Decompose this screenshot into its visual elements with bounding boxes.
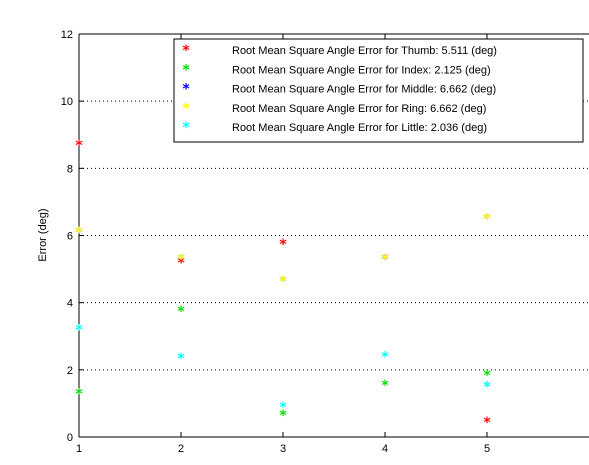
- x-ticks: 1 2 3 4 5: [76, 34, 490, 455]
- data-point: *: [381, 252, 389, 268]
- data-point: *: [483, 212, 491, 228]
- data-point: *: [75, 225, 83, 241]
- legend-marker: *: [182, 101, 190, 117]
- y-tick-label: 0: [67, 432, 73, 444]
- x-tick-label: 1: [76, 443, 82, 455]
- y-tick-label: 12: [61, 29, 73, 41]
- y-tick-label: 4: [67, 298, 73, 310]
- x-tick-label: 4: [382, 443, 388, 455]
- legend-marker: *: [182, 82, 190, 98]
- data-point: *: [177, 255, 185, 271]
- data-point: *: [381, 349, 389, 365]
- x-tick-label: 2: [178, 443, 184, 455]
- legend-box: [173, 38, 584, 143]
- data-point: *: [177, 252, 185, 268]
- data-point: *: [177, 304, 185, 320]
- data-point: *: [177, 252, 185, 268]
- data-point: *: [279, 274, 287, 290]
- data-point: *: [279, 400, 287, 416]
- data-point: *: [381, 252, 389, 268]
- data-point: *: [75, 386, 83, 402]
- data-point: *: [381, 252, 389, 268]
- data-point: *: [279, 274, 287, 290]
- x-tick-label: 3: [280, 443, 286, 455]
- legend-label: Root Mean Square Angle Error for Index: …: [232, 64, 491, 76]
- data-point: *: [483, 415, 491, 431]
- data-point: *: [483, 368, 491, 384]
- legend-marker: *: [182, 43, 190, 59]
- data-point: *: [381, 378, 389, 394]
- y-tick-label: 10: [61, 96, 73, 108]
- legend-label: Root Mean Square Angle Error for Thumb: …: [232, 45, 497, 57]
- y-tick-label: 2: [67, 365, 73, 377]
- y-ticks: 0 2 4 6 8 10 12: [61, 29, 84, 444]
- legend-label: Root Mean Square Angle Error for Ring: 6…: [232, 103, 486, 115]
- y-tick-label: 8: [67, 163, 73, 175]
- data-point: *: [75, 225, 83, 241]
- data-point: *: [75, 323, 83, 339]
- data-point: *: [177, 351, 185, 367]
- legend-label: Root Mean Square Angle Error for Middle:…: [232, 84, 496, 96]
- y-axis-label: Error (deg): [37, 208, 49, 261]
- legend-marker: *: [182, 62, 190, 78]
- data-point: *: [279, 237, 287, 253]
- data-point: *: [483, 212, 491, 228]
- data-point: *: [483, 380, 491, 396]
- legend-marker: *: [182, 120, 190, 136]
- legend-label: Root Mean Square Angle Error for Little:…: [232, 122, 487, 134]
- data-points: *************************: [75, 138, 491, 431]
- x-tick-label: 5: [484, 443, 490, 455]
- data-point: *: [279, 408, 287, 424]
- legend: * Root Mean Square Angle Error for Thumb:…: [173, 38, 584, 143]
- data-point: *: [75, 138, 83, 154]
- y-tick-label: 6: [67, 231, 73, 243]
